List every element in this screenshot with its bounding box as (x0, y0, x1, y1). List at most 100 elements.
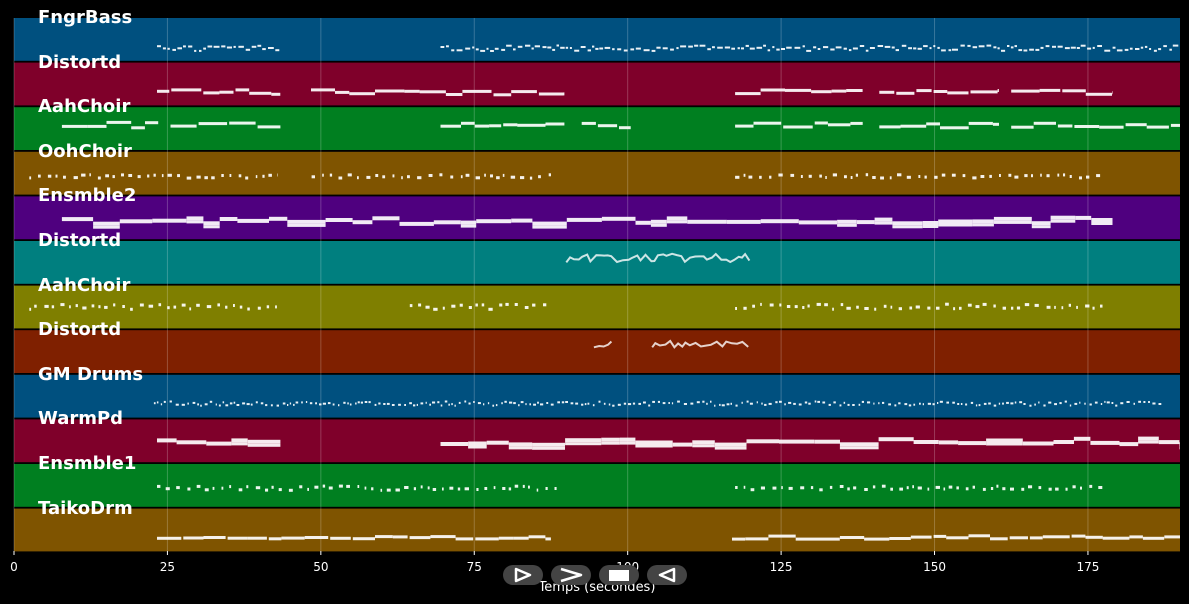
note (597, 124, 618, 128)
note (510, 175, 516, 179)
note (906, 175, 911, 179)
note (399, 221, 434, 226)
note (1085, 535, 1103, 539)
note (227, 536, 248, 540)
note (814, 439, 840, 444)
note (1039, 88, 1061, 92)
note (29, 176, 32, 180)
note (881, 484, 886, 488)
note (525, 403, 527, 406)
note (922, 225, 939, 228)
note (177, 174, 180, 178)
note (1102, 536, 1130, 540)
note (546, 402, 549, 404)
note (970, 90, 998, 94)
note (1104, 400, 1106, 403)
rewind-button[interactable] (647, 565, 687, 585)
note (816, 302, 821, 306)
note (1042, 535, 1070, 539)
note (44, 304, 49, 308)
note (1138, 436, 1159, 441)
note (366, 175, 371, 179)
note (1038, 401, 1040, 404)
note (565, 46, 569, 49)
note (888, 403, 891, 406)
note (768, 402, 772, 405)
note (1106, 401, 1110, 404)
note (1001, 49, 1006, 52)
stop-button[interactable] (599, 565, 639, 585)
note (119, 219, 153, 224)
note (439, 173, 443, 177)
play-button[interactable] (503, 565, 543, 585)
note (451, 304, 456, 308)
note (552, 48, 556, 51)
note (972, 485, 975, 489)
note (1090, 440, 1120, 445)
note (714, 404, 716, 407)
note (1086, 175, 1090, 179)
note (670, 48, 674, 51)
note (206, 441, 232, 446)
note (683, 403, 687, 405)
note (332, 403, 335, 406)
note (872, 176, 876, 179)
note (592, 45, 595, 48)
note (401, 176, 403, 180)
note (635, 444, 673, 448)
note (170, 124, 197, 128)
note (538, 92, 564, 96)
note (975, 404, 978, 407)
note (972, 176, 977, 180)
note (221, 174, 224, 177)
note (814, 400, 817, 403)
note (599, 47, 604, 50)
note (890, 305, 893, 309)
note (967, 44, 971, 47)
note (735, 92, 761, 96)
note (51, 305, 55, 309)
note (266, 305, 270, 309)
note (794, 305, 798, 309)
note (288, 488, 293, 492)
note (427, 486, 430, 490)
note (520, 401, 524, 404)
note (978, 45, 985, 48)
note (933, 90, 948, 93)
note (1153, 49, 1157, 52)
track-label: AahChoir (38, 274, 131, 296)
note (449, 486, 454, 490)
note (545, 537, 551, 541)
note (514, 484, 519, 488)
note (768, 534, 796, 538)
note (937, 402, 939, 404)
note (475, 176, 480, 180)
note (721, 404, 725, 407)
note (418, 303, 422, 307)
note (565, 401, 568, 403)
note (204, 176, 208, 180)
note (547, 46, 552, 49)
note (650, 219, 667, 224)
note (181, 303, 186, 307)
forward-button[interactable] (551, 565, 591, 585)
track-label: Distortd (38, 319, 122, 341)
note (1119, 442, 1139, 447)
note (468, 445, 487, 449)
note (858, 403, 861, 406)
note (204, 488, 209, 492)
note (1140, 46, 1144, 49)
note (1129, 535, 1143, 539)
note (1104, 49, 1111, 52)
note (1031, 225, 1051, 229)
note (748, 175, 753, 179)
note (483, 403, 485, 406)
note (1034, 403, 1036, 406)
note (912, 485, 914, 489)
note (98, 305, 101, 309)
note (139, 303, 144, 307)
note (879, 90, 895, 94)
x-tick-label: 0 (10, 560, 18, 574)
note (203, 536, 226, 539)
note (145, 121, 159, 125)
